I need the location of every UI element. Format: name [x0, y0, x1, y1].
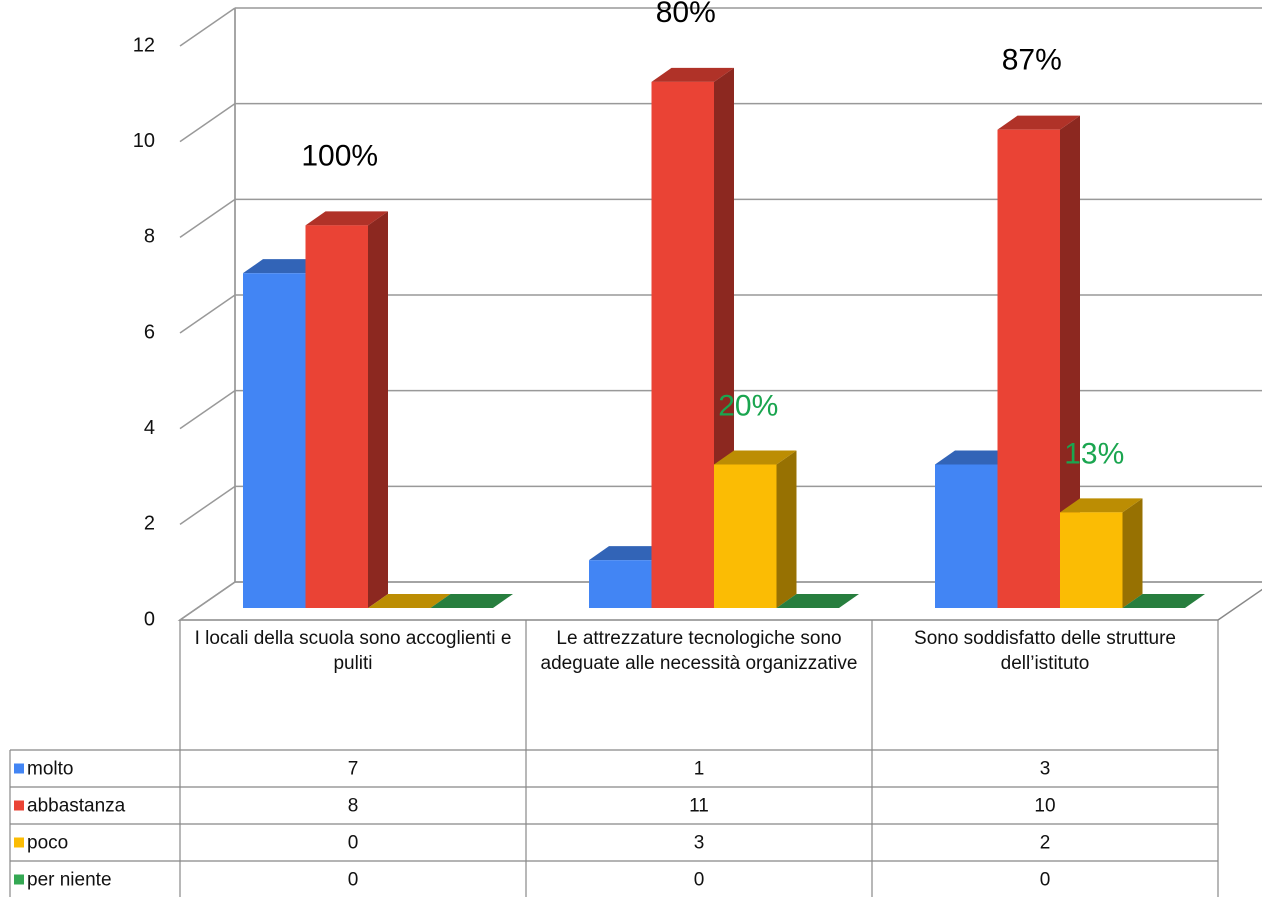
x-category-label: I locali della scuola sono accoglienti e…: [194, 628, 512, 674]
bar-top: [305, 211, 388, 226]
bar-side: [776, 450, 797, 608]
table-value: 3: [694, 833, 705, 854]
annotation: 20%: [718, 389, 778, 422]
bar: [714, 464, 777, 608]
table-value: 11: [689, 796, 709, 817]
y-tick-label: 0: [144, 608, 155, 630]
bar: [997, 129, 1060, 608]
bar-top: [243, 259, 326, 274]
grid-diagonal: [179, 485, 236, 525]
legend-swatch: [14, 837, 24, 848]
grid-diagonal: [179, 198, 236, 238]
bar-top: [997, 115, 1080, 130]
grid-diagonal: [179, 7, 236, 47]
table-value: 7: [348, 759, 359, 780]
legend-swatch: [14, 874, 24, 885]
x-category-label: Sono soddisfatto delle strutture dell’is…: [914, 628, 1176, 674]
legend-label: abbastanza: [27, 796, 126, 817]
legend-swatch: [14, 800, 24, 811]
y-tick-label: 4: [144, 417, 155, 439]
bar-top: [776, 594, 859, 608]
bar-top: [1060, 498, 1143, 513]
bar-top: [935, 450, 1018, 465]
table-value: 0: [348, 833, 359, 854]
bar-top: [1122, 594, 1205, 608]
annotation: 80%: [656, 0, 716, 29]
y-tick-label: 6: [144, 321, 155, 343]
bar-side: [1060, 115, 1080, 609]
grid-diagonal: [179, 581, 236, 621]
y-tick-label: 8: [144, 226, 155, 248]
bar: [935, 464, 998, 608]
table-value: 10: [1034, 796, 1055, 817]
table-value: 3: [1040, 759, 1051, 780]
bar-side: [368, 211, 388, 609]
bar-top: [368, 594, 451, 608]
y-tick-label: 12: [133, 34, 155, 56]
legend-swatch: [14, 763, 24, 774]
bar-side: [1122, 498, 1143, 608]
bar-top: [589, 546, 672, 561]
bar: [589, 560, 652, 608]
grid-diagonal: [179, 390, 236, 430]
bar-top: [651, 67, 734, 82]
table-value: 1: [694, 759, 705, 780]
annotation: 87%: [1002, 44, 1062, 77]
table-value: 0: [1040, 870, 1051, 891]
grid-diagonal: [179, 294, 236, 334]
table-value: 2: [1040, 833, 1051, 854]
table-value: 8: [348, 796, 359, 817]
y-tick-label: 10: [133, 130, 155, 152]
legend-label: molto: [27, 759, 73, 780]
legend-label: per niente: [27, 870, 112, 891]
table-value: 0: [348, 870, 359, 891]
table-value: 0: [694, 870, 705, 891]
grid-diagonal: [179, 103, 236, 143]
annotation: 100%: [301, 139, 378, 172]
bar-top: [714, 450, 797, 465]
legend-label: poco: [27, 833, 68, 854]
bar: [1060, 512, 1123, 608]
x-category-label: Le attrezzature tecnologiche sono adegua…: [540, 628, 858, 674]
y-tick-label: 2: [144, 513, 155, 535]
bar: [305, 225, 368, 609]
bar: [651, 81, 714, 609]
annotation: 13%: [1064, 437, 1124, 470]
bar: [243, 273, 306, 608]
bar-top: [430, 594, 513, 608]
